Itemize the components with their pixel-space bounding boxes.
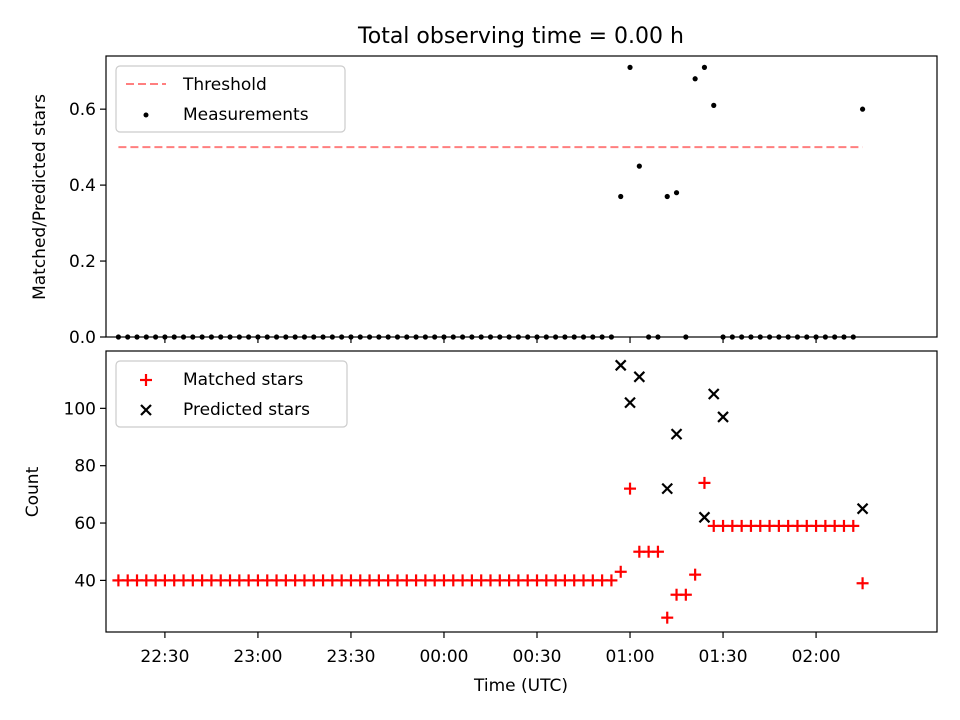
top-y-tick-label: 0.0 xyxy=(69,328,96,348)
matched-star-marker xyxy=(624,482,637,495)
matched-star-marker xyxy=(651,545,664,558)
matched-star-marker xyxy=(847,519,860,532)
bottom-axes-frame xyxy=(105,350,938,633)
bottom-x-tick-label: 23:30 xyxy=(326,647,375,667)
predicted-star-marker xyxy=(633,371,646,383)
predicted-star-marker xyxy=(707,388,720,400)
bottom-x-tick-label: 00:00 xyxy=(419,647,468,667)
bottom-x-tick-label: 01:30 xyxy=(699,647,748,667)
predicted-stars-legend-label: Predicted stars xyxy=(183,400,310,420)
top-x-ticks xyxy=(164,337,817,343)
matched-stars-legend-label: Matched stars xyxy=(183,370,303,390)
top-legend-box xyxy=(115,65,346,133)
bottom-x-tick-label: 22:30 xyxy=(140,647,189,667)
matched-star-marker xyxy=(856,577,869,590)
top-legend: Threshold Measurements xyxy=(115,65,346,133)
bottom-x-tick-label: 00:30 xyxy=(513,647,562,667)
top-y-tick-label: 0.2 xyxy=(69,252,96,272)
predicted-star-marker xyxy=(670,428,683,440)
bottom-y-tick-label: 40 xyxy=(74,571,96,591)
bottom-y-tick-label: 80 xyxy=(74,457,96,477)
top-y-ticks: 0.0 0.2 0.4 0.6 xyxy=(69,100,106,348)
bottom-y-ticks: 40 60 80 100 xyxy=(64,399,106,591)
top-y-tick-label: 0.4 xyxy=(69,176,96,196)
bottom-plot-area xyxy=(112,359,869,624)
bottom-y-tick-label: 100 xyxy=(64,399,96,419)
top-y-axis-label: Matched/Predicted stars xyxy=(30,94,50,300)
bottom-panel: 40 60 80 100 22:30 23:00 23:30 00:00 00:30 01:00… xyxy=(23,350,938,696)
predicted-stars-legend-icon xyxy=(140,404,152,416)
measurement-point xyxy=(618,193,624,200)
predicted-star-marker xyxy=(661,482,674,495)
measurements-legend-icon xyxy=(143,112,149,118)
bottom-y-tick-label: 60 xyxy=(74,514,96,534)
bottom-x-ticks: 22:30 23:00 23:30 00:00 00:30 01:00 01:30 02:00 xyxy=(140,632,841,667)
measurement-point xyxy=(692,76,698,82)
matched-star-marker xyxy=(679,588,692,601)
measurement-point xyxy=(859,106,866,112)
matched-star-marker xyxy=(698,476,711,489)
measurements-legend-label: Measurements xyxy=(183,105,309,125)
matched-star-marker xyxy=(605,574,618,587)
top-axes-frame xyxy=(105,55,938,338)
measurement-point xyxy=(673,190,680,196)
bottom-x-tick-label: 02:00 xyxy=(792,647,841,667)
predicted-star-marker xyxy=(717,411,729,423)
x-axis-label: Time (UTC) xyxy=(473,676,568,696)
matched-star-marker xyxy=(689,568,702,581)
matched-star-marker xyxy=(614,565,627,578)
top-panel: 0.0 0.2 0.4 0.6 Matched/Predicted stars Thr… xyxy=(30,55,938,348)
predicted-star-marker xyxy=(614,359,627,372)
measurement-point xyxy=(701,64,708,70)
measurement-point xyxy=(664,193,670,200)
threshold-legend-label: Threshold xyxy=(182,75,267,95)
predicted-star-marker xyxy=(856,502,869,515)
matched-stars-legend-icon xyxy=(140,374,152,386)
matched-star-marker xyxy=(661,611,674,624)
predicted-star-marker xyxy=(698,511,711,524)
bottom-legend-box xyxy=(115,360,348,428)
measurement-point xyxy=(627,64,633,70)
bottom-x-tick-label: 01:00 xyxy=(606,647,655,667)
bottom-legend: Matched stars Predicted stars xyxy=(115,360,348,428)
top-y-tick-label: 0.6 xyxy=(69,100,96,120)
bottom-x-tick-label: 23:00 xyxy=(233,647,282,667)
measurement-point xyxy=(636,163,642,169)
figure-title: Total observing time = 0.00 h xyxy=(357,24,684,49)
measurement-point xyxy=(711,102,717,108)
predicted-star-marker xyxy=(624,396,636,409)
bottom-y-axis-label: Count xyxy=(23,466,43,517)
